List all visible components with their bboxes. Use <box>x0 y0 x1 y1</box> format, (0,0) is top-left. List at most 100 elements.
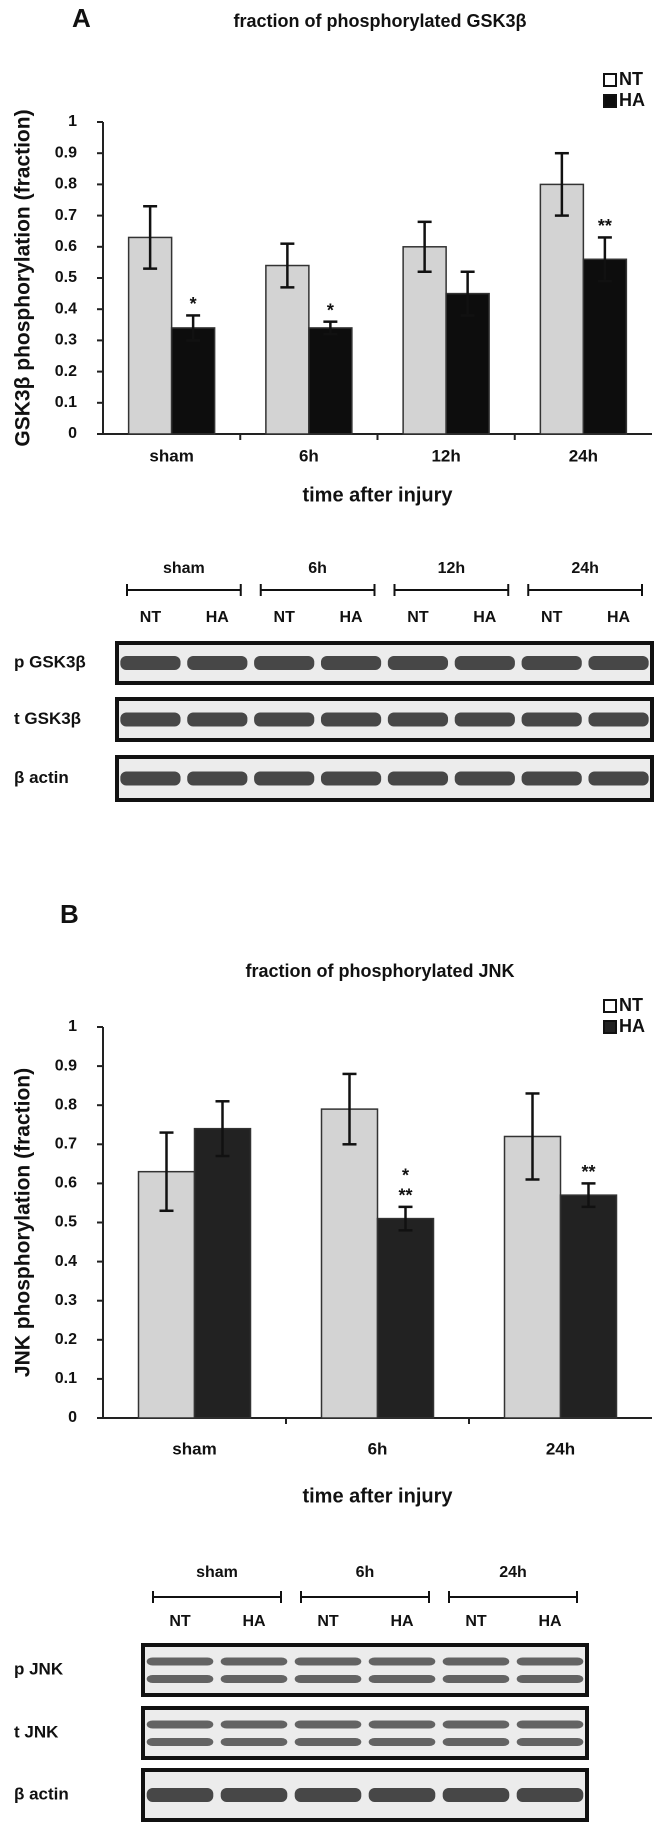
lane-label: NT <box>317 1613 339 1630</box>
y-tick-label: 0.3 <box>55 332 77 349</box>
blot-band <box>368 1657 436 1666</box>
y-axis-label: JNK phosphorylation (fraction) <box>12 1068 35 1377</box>
lane-label: HA <box>538 1613 562 1630</box>
blot-band <box>294 1657 362 1666</box>
lane-label: NT <box>274 609 296 626</box>
group-label: 24h <box>571 560 599 577</box>
y-tick-label: 0.9 <box>55 144 77 161</box>
legend-label: HA <box>619 1016 645 1036</box>
blot-band <box>187 656 248 670</box>
y-tick-label: 0.2 <box>55 1331 77 1348</box>
error-bar <box>280 242 295 289</box>
bar <box>445 292 490 435</box>
significance-mark: * <box>402 1166 409 1186</box>
legend-swatch <box>603 73 617 87</box>
error-bar <box>143 204 158 270</box>
lane-label: NT <box>407 609 429 626</box>
blot-row-label: p JNK <box>14 1659 64 1678</box>
bar <box>193 1127 252 1419</box>
group-label: sham <box>196 1564 238 1581</box>
bar <box>308 327 353 435</box>
x-axis-label: time after injury <box>302 1485 453 1507</box>
blot-band <box>368 1720 436 1729</box>
blot-band <box>294 1720 362 1729</box>
lane-label: NT <box>140 609 162 626</box>
bar <box>559 1194 618 1419</box>
blot-band <box>588 712 649 727</box>
legend-label: NT <box>619 69 643 89</box>
blot-row-label: β actin <box>14 1784 69 1803</box>
blot-band <box>387 712 449 727</box>
legend-swatch <box>603 1020 617 1034</box>
legend-swatch <box>603 999 617 1013</box>
blot-band <box>146 1720 214 1729</box>
error-bar <box>342 1072 357 1146</box>
blot-band <box>254 771 315 786</box>
blot-row-label: β actin <box>14 768 69 787</box>
blot-band <box>294 1738 362 1746</box>
blot-band <box>220 1788 288 1802</box>
significance-mark: * <box>327 300 334 320</box>
error-bar <box>159 1131 174 1213</box>
panel-label: B <box>60 899 79 929</box>
group-label: 6h <box>308 560 327 577</box>
blot-band <box>146 1738 214 1746</box>
blot-band <box>387 771 449 786</box>
blot-band <box>521 656 582 670</box>
bar <box>320 1108 379 1419</box>
blot-band <box>442 1720 510 1729</box>
lane-label: HA <box>206 609 230 626</box>
blot-band <box>254 712 315 727</box>
lane-label: HA <box>390 1613 414 1630</box>
error-bar <box>186 314 201 342</box>
significance-mark: * <box>190 294 197 314</box>
blot-band <box>368 1788 436 1802</box>
lane-label: NT <box>541 609 563 626</box>
blot-band <box>442 1738 510 1746</box>
lane-label: HA <box>473 609 497 626</box>
blot-band <box>187 771 248 786</box>
blot-band <box>146 1788 214 1802</box>
y-tick-label: 0.7 <box>55 1136 77 1153</box>
error-bar <box>460 270 475 317</box>
y-tick-label: 0.1 <box>55 394 77 411</box>
blot-band <box>516 1788 584 1802</box>
blot-band <box>516 1720 584 1729</box>
y-tick-label: 0.9 <box>55 1057 77 1074</box>
x-tick-label: 6h <box>368 1439 388 1458</box>
blot-band <box>368 1675 436 1683</box>
blot-panel <box>141 1768 589 1822</box>
blot-band <box>588 656 649 670</box>
x-tick-label: sham <box>172 1439 216 1458</box>
bar <box>539 183 585 435</box>
x-tick-label: 6h <box>299 446 319 465</box>
y-tick-label: 0.6 <box>55 238 77 255</box>
blot-band <box>387 656 449 670</box>
blot-band <box>294 1788 362 1802</box>
blot-band <box>442 1657 510 1666</box>
y-tick-label: 0.7 <box>55 207 77 224</box>
bar <box>582 258 628 435</box>
y-tick-label: 0.8 <box>55 176 77 193</box>
blot-band <box>120 656 181 670</box>
bar <box>376 1217 435 1419</box>
significance-mark: ** <box>581 1162 595 1182</box>
error-bar <box>417 220 432 274</box>
error-bar <box>215 1100 230 1158</box>
blot-band <box>320 712 382 727</box>
blot-band <box>146 1675 214 1683</box>
blot-panel <box>141 1706 589 1760</box>
bar <box>265 264 310 435</box>
y-tick-label: 0 <box>68 1409 77 1426</box>
y-tick-label: 0.8 <box>55 1096 77 1113</box>
error-bar <box>554 151 569 217</box>
blot-band <box>320 771 382 786</box>
error-bar <box>597 236 612 283</box>
blot-band <box>442 1788 510 1802</box>
y-tick-label: 0.1 <box>55 1370 77 1387</box>
blot-band <box>187 712 248 727</box>
blot-band <box>521 771 582 786</box>
blot-band <box>454 712 515 727</box>
bar <box>127 236 173 435</box>
